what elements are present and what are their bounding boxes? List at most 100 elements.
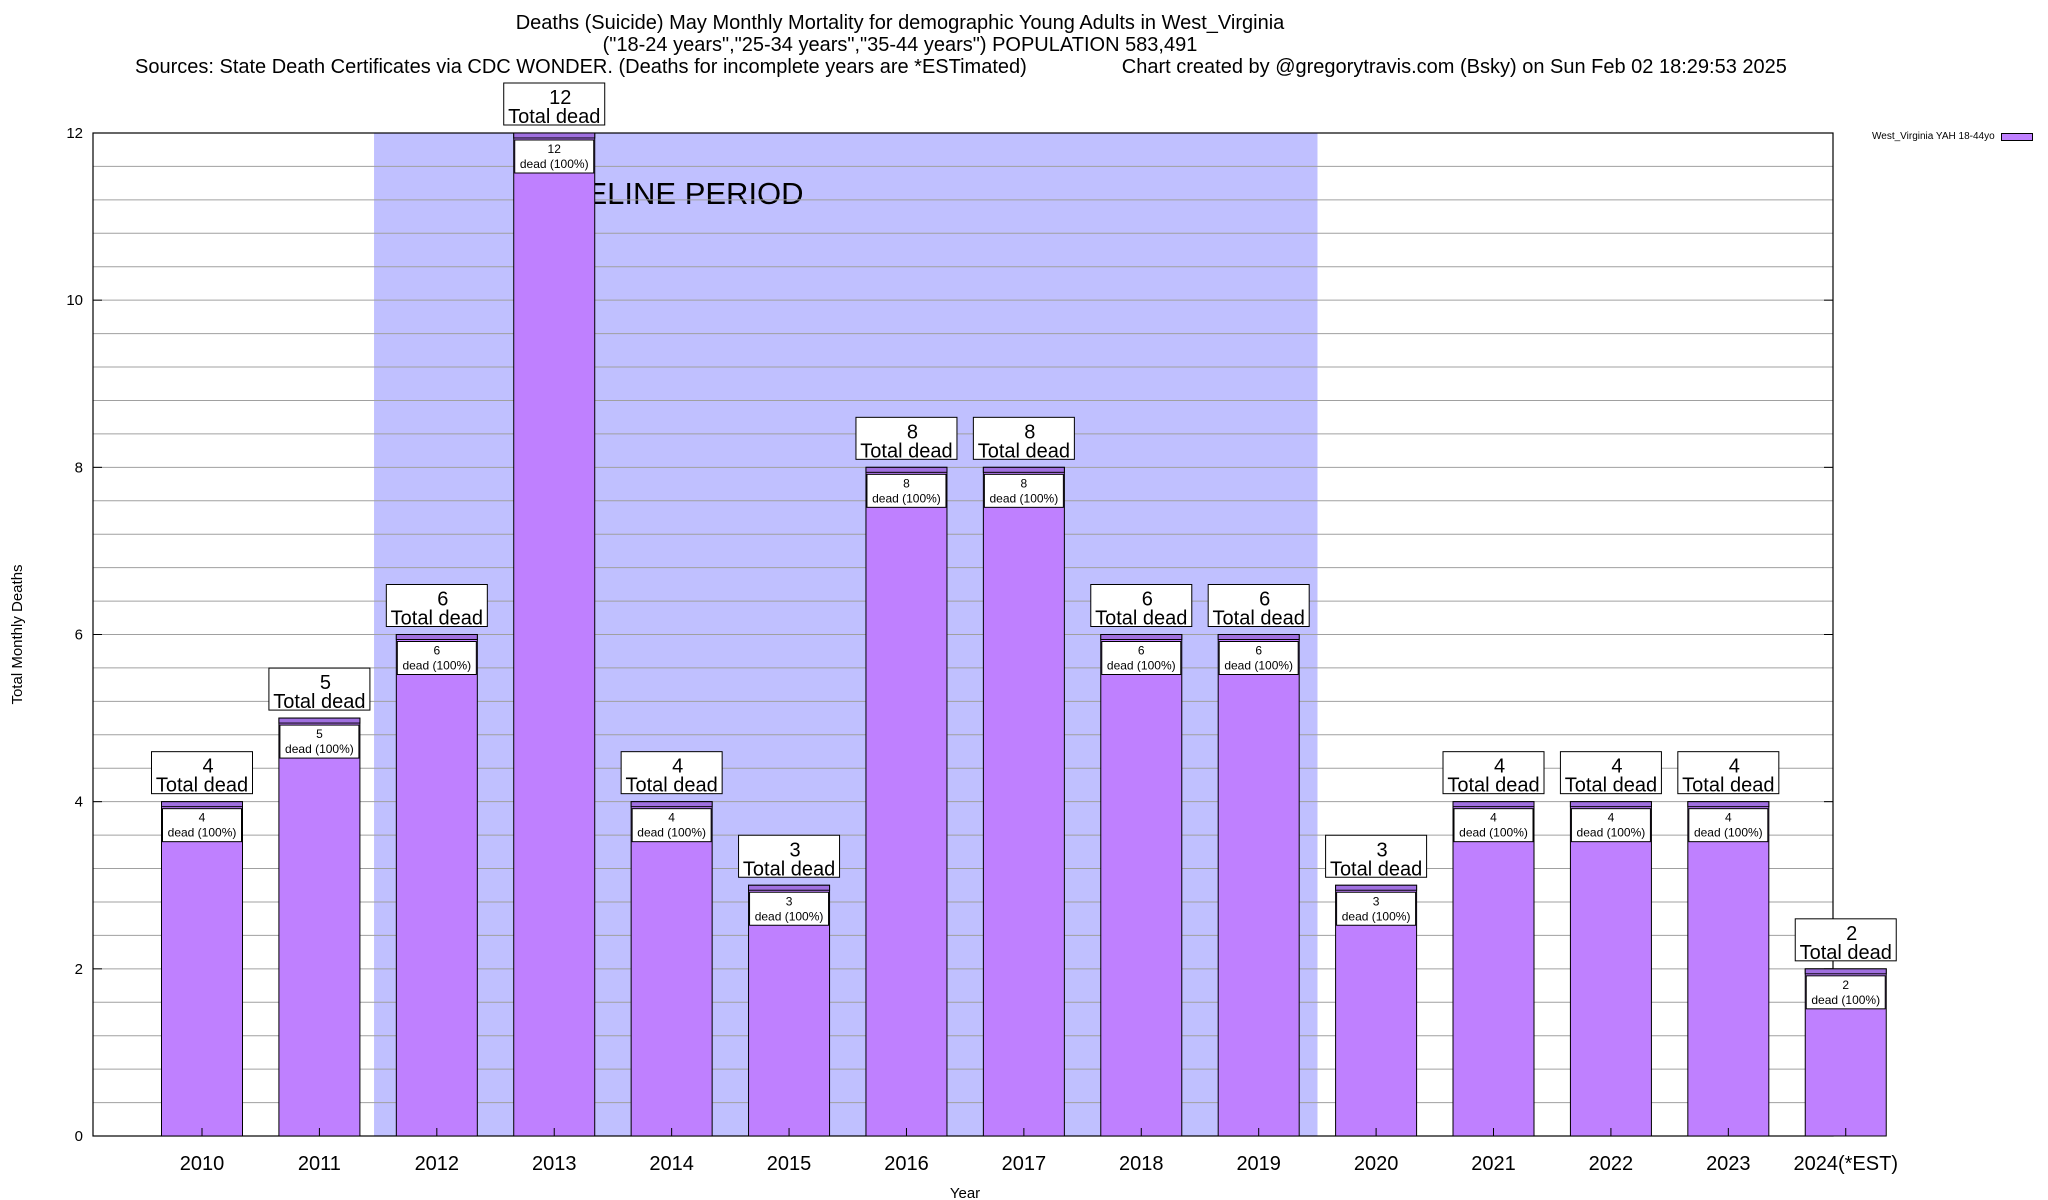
bar-top-segment [865,466,948,473]
bar [395,634,478,1137]
inner-label-box [162,808,242,843]
x-tick-label: 2020 [1354,1153,1399,1175]
inner-label-value: 3 [786,894,793,908]
y-tick-label: 6 [75,627,83,644]
x-tick-label: 2023 [1706,1153,1751,1175]
inner-label-text: dead (100%) [1694,826,1763,840]
total-label-text: Total dead [743,858,835,880]
bar [161,801,243,1137]
inner-label-value: 8 [1021,476,1028,490]
inner-label-value: 6 [1138,644,1145,658]
total-label-box [738,834,841,878]
inner-label-value: 6 [1255,644,1262,658]
total-label-value: 6 [437,589,448,611]
bar [1687,801,1770,1137]
inner-label-box [1336,891,1417,926]
x-tick-label: 2015 [767,1153,812,1175]
total-label-box [855,416,958,460]
total-label-box [1794,918,1897,962]
total-label-text: Total dead [1095,608,1187,630]
total-label-text: Total dead [1447,775,1539,797]
inner-label-text: dead (100%) [1577,826,1646,840]
bar-top-segment [630,801,713,808]
y-tick-label: 10 [66,292,83,309]
total-label-box [620,751,723,795]
y-axis-label: Total Monthly Deaths [9,564,26,704]
chart-subtitle: ("18-24 years","25-34 years","35-44 year… [602,34,1198,56]
total-label-text: Total dead [1800,942,1892,964]
total-label-text: Total dead [978,440,1070,462]
inner-label-value: 4 [1608,811,1615,825]
total-label-value: 4 [202,756,213,778]
x-tick-label: 2012 [415,1153,460,1175]
inner-label-text: dead (100%) [637,826,706,840]
inner-label-box [1688,808,1769,843]
inner-label-box [1570,808,1651,843]
x-tick-label: 2016 [884,1153,929,1175]
total-label-box [268,667,371,711]
inner-label-box [983,473,1064,508]
inner-label-text: dead (100%) [285,742,354,756]
chart-title: Deaths (Suicide) May Monthly Mortality f… [515,12,1285,34]
y-tick-label: 12 [66,125,83,142]
bar [1335,884,1418,1137]
inner-label-text: dead (100%) [168,826,237,840]
y-tick-label: 0 [75,1128,83,1145]
inner-label-value: 6 [433,644,440,658]
bar-top-segment [1100,634,1183,640]
inner-label-text: dead (100%) [1107,659,1176,673]
total-label-value: 4 [1729,756,1740,778]
inner-label-box [1218,641,1299,675]
bar [513,132,596,1137]
total-label-text: Total dead [156,775,248,797]
total-label-text: Total dead [391,608,483,630]
total-label-box [151,751,253,795]
x-tick-label: 2014 [649,1153,694,1175]
total-label-box [972,416,1075,460]
bar-top-segment [982,466,1065,473]
x-tick-label: 2013 [532,1153,577,1175]
x-tick-label: 2010 [180,1153,225,1175]
total-label-box [1090,584,1193,627]
inner-label-value: 4 [1490,811,1497,825]
inner-label-text: dead (100%) [755,909,824,923]
total-label-box [385,584,488,627]
y-tick-label: 2 [75,961,83,978]
total-label-value: 2 [1846,923,1857,945]
inner-label-box [749,891,830,926]
inner-label-value: 4 [668,811,675,825]
chart-sources: Sources: State Death Certificates via CD… [135,56,1027,78]
x-tick-label: 2017 [1002,1153,1047,1175]
inner-label-box [631,808,712,843]
inner-label-box [514,139,595,174]
bar-top-segment [278,717,361,724]
total-label-text: Total dead [273,691,365,713]
bar [278,717,361,1137]
bar-top-segment [513,132,596,139]
bar [1100,634,1183,1137]
inner-label-value: 8 [903,476,910,490]
inner-label-value: 4 [1725,811,1732,825]
total-label-box [1442,751,1545,795]
chart-legend: West_Virginia YAH 18-44yo [1872,131,2033,142]
bar-top-segment [161,801,243,808]
total-label-text: Total dead [625,775,717,797]
bar [1217,634,1300,1137]
legend-series-name: West_Virginia YAH 18-44yo [1872,131,1995,142]
inner-label-value: 5 [316,727,323,741]
chart-sources-line: Sources: State Death Certificates via CD… [0,56,1800,78]
total-label-text: Total dead [1682,775,1774,797]
total-label-text: Total dead [1565,775,1657,797]
total-label-value: 4 [672,756,683,778]
total-label-value: 8 [1024,421,1035,443]
inner-label-box [1453,808,1534,843]
total-label-value: 6 [1142,589,1153,611]
total-label-value: 4 [1494,756,1505,778]
inner-label-value: 3 [1373,894,1380,908]
total-label-text: Total dead [508,106,600,128]
inner-label-text: dead (100%) [872,491,941,505]
x-axis-label: Year [950,1185,980,1200]
inner-label-value: 12 [548,142,562,156]
bar [748,884,831,1137]
